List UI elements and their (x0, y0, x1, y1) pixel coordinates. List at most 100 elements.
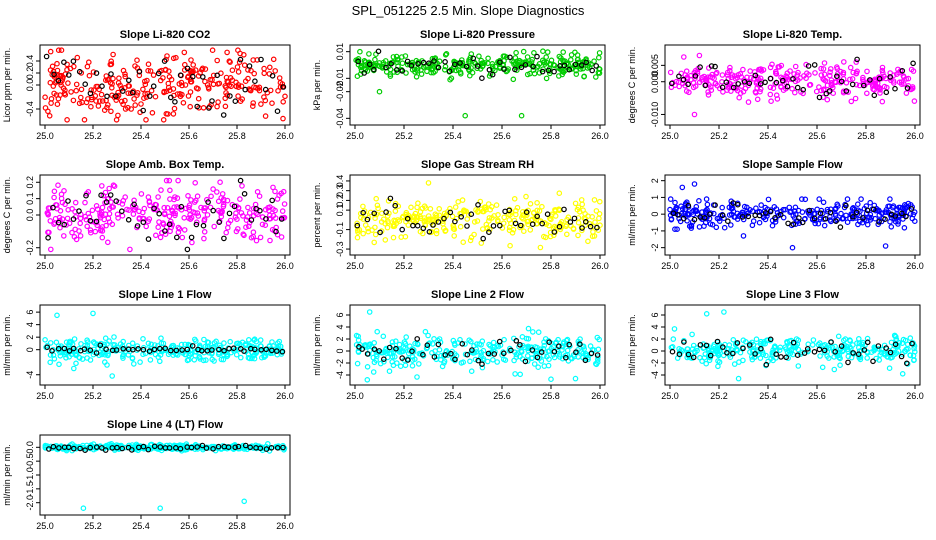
data-point (831, 366, 838, 373)
data-point (816, 340, 823, 346)
data-point (57, 224, 63, 231)
data-point (108, 108, 114, 115)
data-point (140, 209, 146, 216)
data-point (256, 193, 263, 200)
reference-point (457, 60, 463, 66)
data-point (262, 113, 269, 119)
data-point (692, 75, 698, 81)
data-point (820, 66, 827, 72)
data-point (95, 103, 102, 109)
data-point (497, 342, 504, 349)
data-point (42, 445, 49, 451)
data-point (791, 208, 798, 214)
reference-point (215, 443, 222, 450)
reference-point (113, 198, 120, 204)
data-point (793, 343, 799, 350)
data-point (539, 203, 545, 210)
reference-point (393, 67, 400, 73)
x-tick-label: 26.0 (906, 261, 924, 271)
x-tick-label: 25.0 (661, 131, 679, 141)
data-point (227, 59, 233, 65)
reference-point (102, 447, 109, 453)
reference-point (145, 446, 152, 453)
y-tick-label: -0.3 (335, 241, 345, 257)
reference-point (486, 229, 492, 236)
data-point (143, 94, 150, 100)
reference-point (231, 203, 238, 210)
data-point (78, 94, 84, 101)
y-tick-label: 6 (25, 310, 35, 315)
data-point (692, 67, 699, 74)
data-point (187, 103, 194, 110)
data-point (755, 351, 762, 358)
data-point (104, 196, 111, 202)
reference-point (469, 347, 475, 353)
x-tick-label: 25.6 (808, 261, 826, 271)
x-tick-label: 25.2 (710, 261, 728, 271)
x-tick-label: 25.2 (395, 131, 413, 141)
data-point (789, 85, 795, 92)
reference-point (805, 63, 812, 69)
data-point (902, 205, 909, 212)
data-point (433, 230, 440, 237)
data-point (531, 49, 537, 56)
data-point (166, 74, 173, 80)
data-point (360, 230, 367, 237)
data-point (436, 206, 443, 212)
data-point (99, 98, 106, 104)
data-point (129, 340, 136, 347)
data-point (134, 92, 140, 98)
data-point (428, 229, 435, 235)
data-point (451, 233, 458, 239)
data-point (169, 207, 175, 214)
data-point (778, 84, 784, 91)
data-point (677, 218, 684, 225)
data-point (422, 328, 429, 335)
data-point (836, 354, 842, 361)
data-point (824, 82, 831, 89)
data-point (719, 79, 725, 85)
y-tick-label: 0.0 (25, 441, 35, 454)
data-point (512, 371, 518, 377)
reference-point (572, 61, 579, 68)
data-point (122, 73, 129, 80)
data-point (559, 355, 566, 362)
data-point (282, 93, 288, 100)
panel-title: Slope Line 1 Flow (119, 289, 212, 301)
data-point (108, 58, 115, 65)
reference-point (800, 86, 807, 93)
data-point (100, 192, 107, 199)
data-point (202, 66, 209, 72)
reference-point (435, 341, 442, 348)
reference-point (77, 445, 83, 452)
data-point (66, 353, 73, 360)
panel-title: Slope Sample Flow (742, 159, 843, 171)
x-tick-label: 26.0 (591, 391, 609, 401)
y-tick-label: 0 (25, 347, 35, 352)
data-point (131, 206, 137, 213)
data-point (772, 68, 779, 75)
reference-point (752, 212, 759, 219)
data-point (529, 56, 536, 63)
reference-point (51, 71, 57, 78)
data-point (517, 371, 524, 378)
reference-point (87, 218, 94, 224)
data-point (538, 358, 545, 364)
data-point (581, 73, 588, 80)
data-point (214, 103, 220, 110)
data-point (250, 103, 256, 110)
y-tick-label: -2 (650, 244, 660, 252)
data-point (867, 211, 874, 218)
data-point (146, 199, 153, 206)
data-point (85, 210, 92, 217)
data-point (828, 77, 835, 83)
data-point (69, 229, 75, 236)
reference-point (435, 219, 442, 225)
reference-point (280, 84, 287, 90)
reference-point (93, 350, 100, 356)
data-point (148, 341, 155, 348)
data-point (487, 206, 494, 213)
data-point (596, 336, 603, 343)
data-point (763, 352, 769, 359)
